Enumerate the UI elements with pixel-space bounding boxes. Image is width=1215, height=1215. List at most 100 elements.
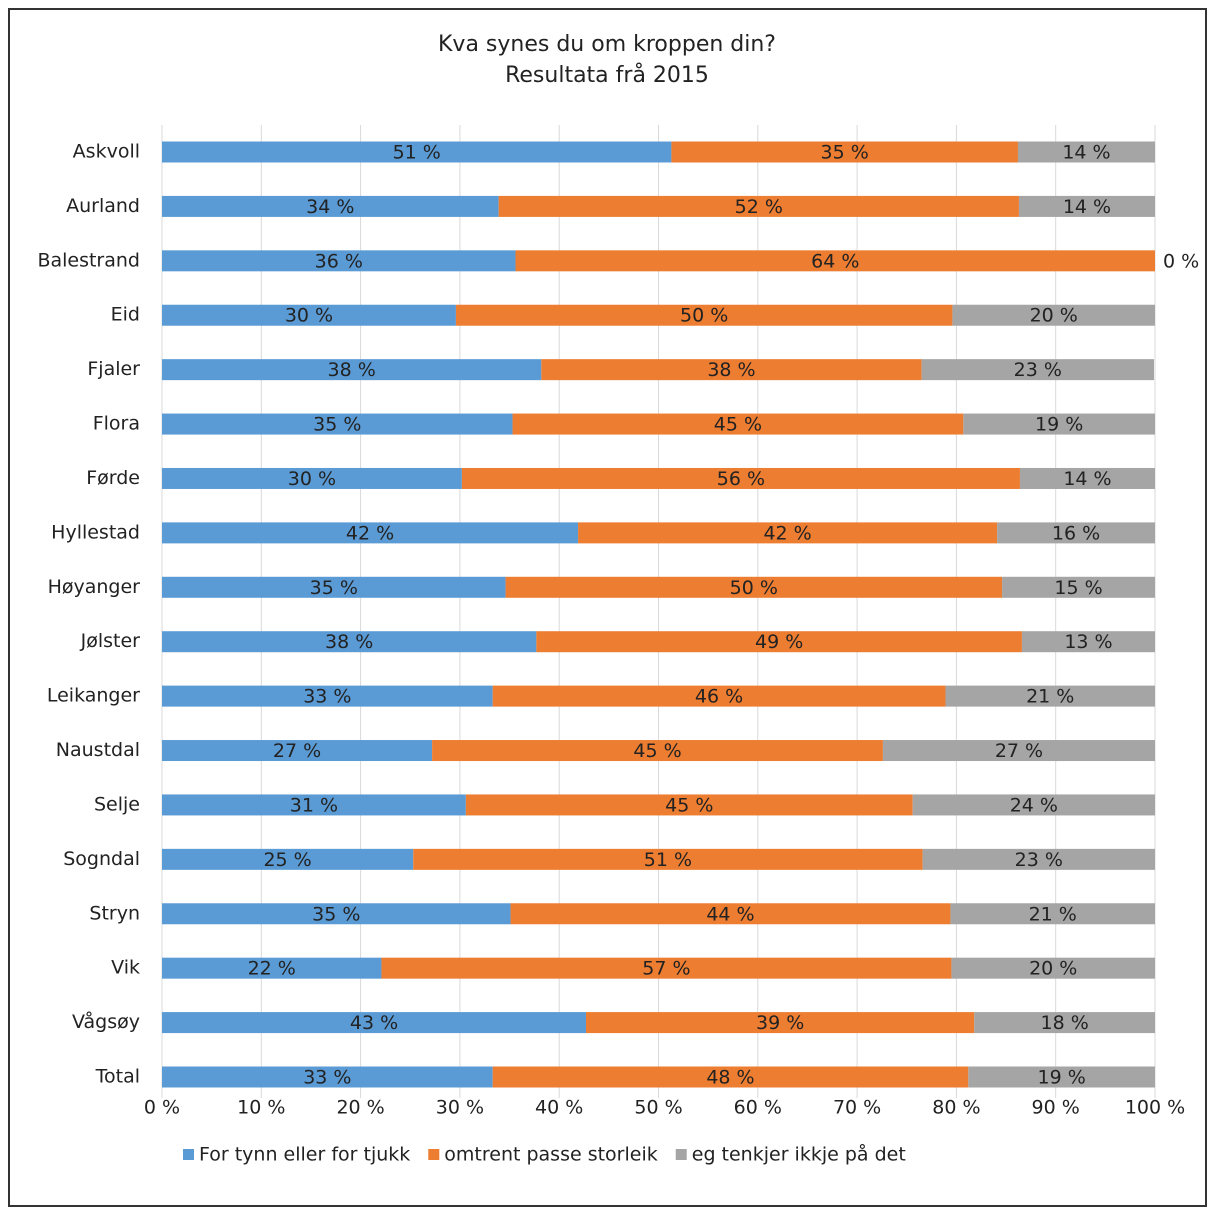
y-tick-label: Leikanger: [47, 685, 140, 707]
legend-label: eg tenkjer ikkje på det: [692, 1143, 906, 1166]
bar-segment: [162, 467, 462, 489]
bar-segment: [586, 1012, 975, 1034]
data-label: 22 %: [248, 958, 296, 980]
bar-segment: [162, 1012, 587, 1034]
bar-segment: [461, 467, 1020, 489]
bar-segment: [541, 359, 922, 381]
data-label: 38 %: [707, 359, 755, 381]
data-label: 27 %: [273, 740, 321, 762]
data-label: 36 %: [315, 250, 363, 272]
data-label: 64 %: [811, 250, 859, 272]
y-tick-label: Vågsøy: [72, 1010, 140, 1033]
data-label: 35 %: [312, 903, 360, 925]
data-label: 15 %: [1054, 577, 1102, 599]
bar-segment: [505, 576, 1003, 598]
x-tick-label: 0 %: [144, 1097, 180, 1119]
bar-segment: [1017, 141, 1155, 163]
bar-segment: [922, 848, 1155, 870]
data-label: 0 %: [1163, 250, 1199, 272]
data-label: 42 %: [763, 522, 811, 544]
data-label: 30 %: [288, 468, 336, 490]
bar-segment: [950, 903, 1155, 925]
bar-segment: [162, 1066, 493, 1088]
data-label: 57 %: [642, 958, 690, 980]
bar-segment: [162, 576, 506, 598]
data-label: 50 %: [680, 305, 728, 327]
data-label: 13 %: [1064, 631, 1112, 653]
x-tick-label: 30 %: [436, 1097, 484, 1119]
bar-segment: [498, 195, 1019, 217]
data-label: 33 %: [303, 686, 351, 708]
data-label: 24 %: [1010, 794, 1058, 816]
data-label: 56 %: [717, 468, 765, 490]
bar-segment: [952, 304, 1155, 326]
x-tick-label: 10 %: [237, 1097, 285, 1119]
bar-segment: [945, 685, 1155, 707]
bar-segment: [951, 957, 1155, 979]
bar-segment: [515, 250, 1155, 272]
y-tick-label: Sogndal: [63, 848, 140, 870]
bar-segment: [162, 304, 456, 326]
data-label: 21 %: [1026, 686, 1074, 708]
x-tick-label: 50 %: [634, 1097, 682, 1119]
data-label: 35 %: [821, 142, 869, 164]
y-tick-label: Eid: [111, 304, 140, 326]
bar-segment: [974, 1012, 1155, 1034]
bar-segment: [162, 957, 382, 979]
data-label: 51 %: [644, 849, 692, 871]
bar-segment: [882, 740, 1155, 762]
data-label: 19 %: [1035, 414, 1083, 436]
bar-segment: [671, 141, 1018, 163]
y-tick-label: Stryn: [89, 902, 140, 924]
bar-segment: [510, 903, 951, 925]
data-label: 35 %: [313, 414, 361, 436]
x-tick-label: 80 %: [932, 1097, 980, 1119]
bar-segment: [162, 141, 672, 163]
bar-segment: [455, 304, 953, 326]
y-tick-label: Høyanger: [48, 576, 141, 598]
data-label: 21 %: [1029, 903, 1077, 925]
bar-segment: [162, 903, 511, 925]
y-tick-label: Aurland: [66, 195, 140, 217]
bar-segment: [162, 522, 579, 544]
data-label: 34 %: [306, 196, 354, 218]
bar-segment: [432, 740, 883, 762]
chart-subtitle: Resultata frå 2015: [505, 62, 709, 88]
legend-swatch: [183, 1149, 194, 1160]
data-label: 50 %: [730, 577, 778, 599]
bar-segment: [162, 848, 414, 870]
y-tick-label: Total: [95, 1066, 140, 1088]
y-tick-label: Askvoll: [73, 141, 140, 163]
data-label: 14 %: [1062, 142, 1110, 164]
bar-segment: [162, 740, 433, 762]
bar-segment: [162, 631, 537, 653]
data-label: 20 %: [1029, 958, 1077, 980]
bar-segment: [162, 250, 516, 272]
legend-swatch: [428, 1149, 440, 1160]
legend-label: For tynn eller for tjukk: [199, 1144, 410, 1166]
data-label: 33 %: [303, 1067, 351, 1089]
legend-label: omtrent passe storleik: [444, 1144, 657, 1166]
bar-segment: [413, 848, 923, 870]
y-tick-label: Fjaler: [87, 358, 140, 380]
data-label: 16 %: [1052, 522, 1100, 544]
y-tick-label: Vik: [111, 957, 140, 979]
data-label: 42 %: [346, 522, 394, 544]
x-tick-label: 90 %: [1032, 1097, 1080, 1119]
data-label: 43 %: [350, 1012, 398, 1034]
bar-segment: [912, 794, 1155, 816]
data-label: 27 %: [995, 740, 1043, 762]
data-label: 19 %: [1038, 1067, 1086, 1089]
bar-segment: [1018, 195, 1155, 217]
data-label: 18 %: [1040, 1012, 1088, 1034]
data-label: 23 %: [1014, 359, 1062, 381]
y-tick-label: Flora: [93, 413, 140, 435]
data-label: 45 %: [714, 414, 762, 436]
data-label: 48 %: [706, 1067, 754, 1089]
bar-segment: [921, 359, 1155, 381]
data-label: 14 %: [1063, 468, 1111, 490]
bar-segment: [465, 794, 913, 816]
bar-segment: [1021, 631, 1155, 653]
data-label: 30 %: [285, 305, 333, 327]
x-tick-label: 70 %: [833, 1097, 881, 1119]
